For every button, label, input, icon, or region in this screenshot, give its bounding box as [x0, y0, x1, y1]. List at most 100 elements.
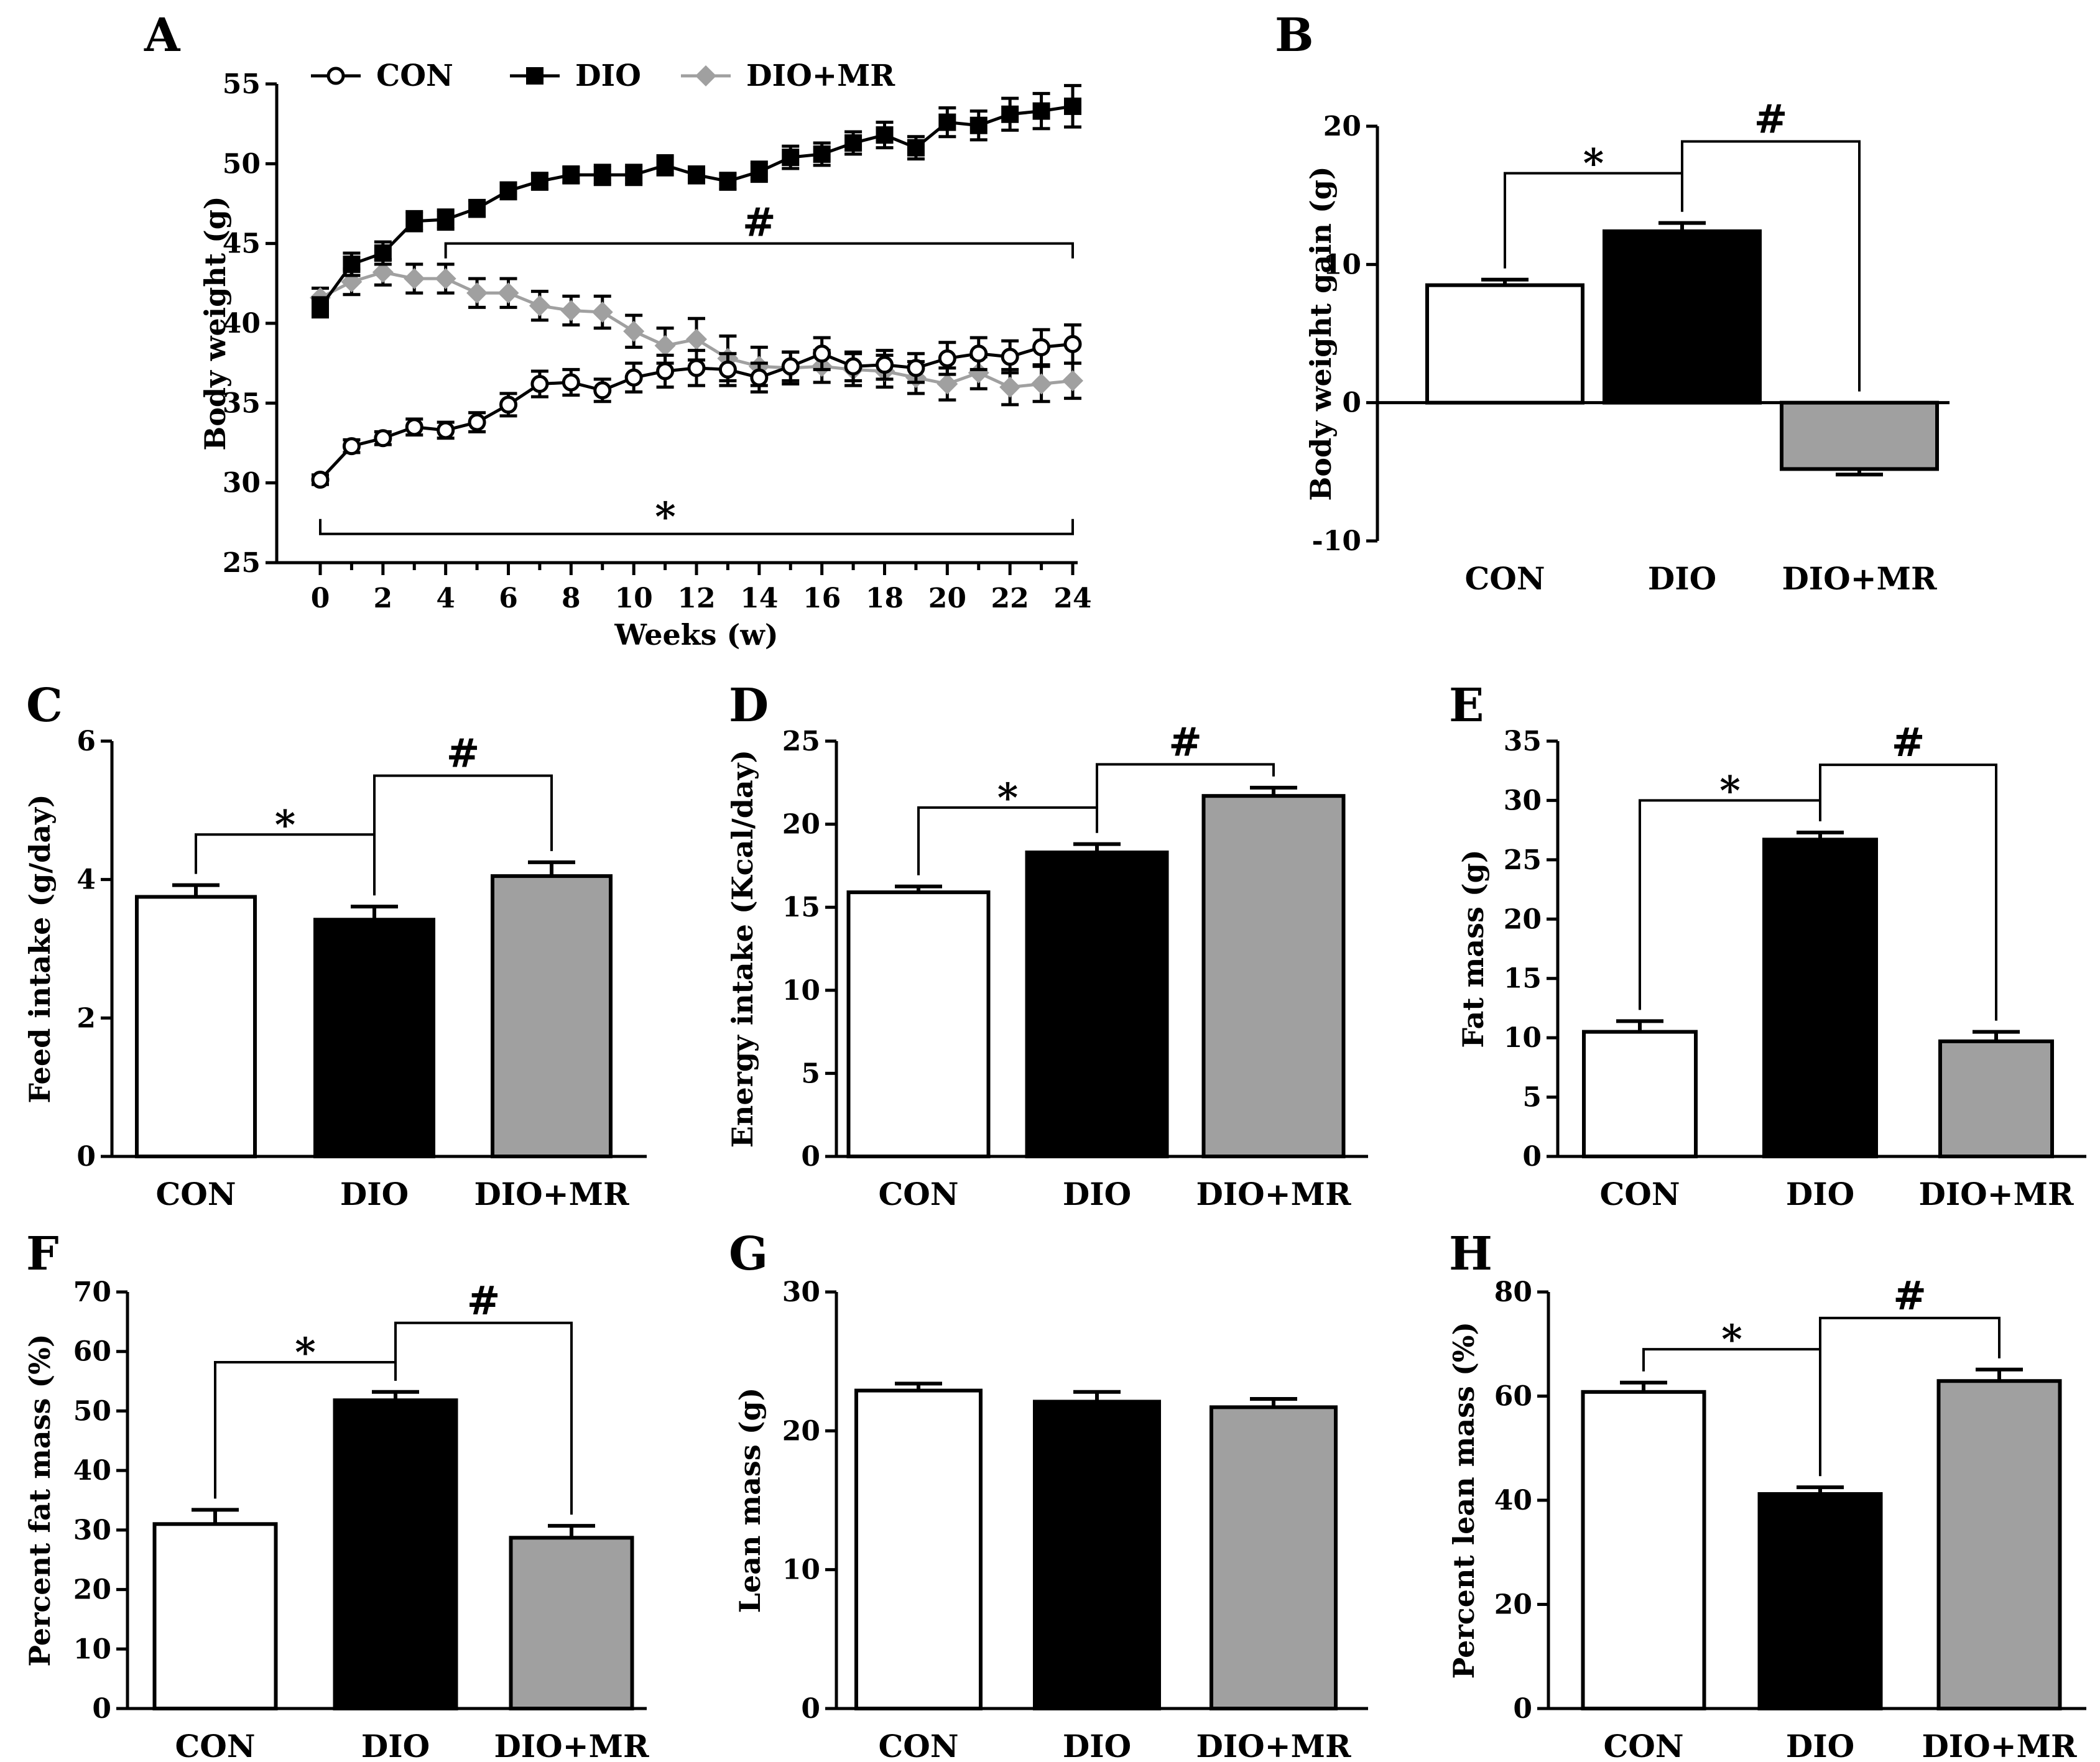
x-tick-label: 0	[311, 583, 330, 614]
data-point	[937, 373, 958, 395]
data-point	[468, 413, 486, 431]
y-tick-label: 50	[223, 148, 261, 180]
bar-dio-mr	[491, 874, 613, 1158]
data-point	[907, 359, 925, 377]
data-point	[750, 368, 769, 387]
data-point	[718, 360, 737, 379]
y-tick-label: 50	[73, 1395, 111, 1427]
y-tick-label: 70	[73, 1276, 111, 1308]
y-tick-label: 40	[223, 308, 261, 339]
data-point	[968, 362, 989, 384]
category-label: CON	[878, 1176, 958, 1212]
significance-bracket	[1681, 140, 1861, 392]
bar-dio	[1757, 1492, 1883, 1710]
x-tick-label: 16	[803, 583, 841, 614]
x-tick-label: 2	[374, 583, 393, 614]
data-point	[813, 344, 831, 363]
legend-label: DIO	[575, 58, 641, 93]
legend-item-dio-mr: DIO+MR	[681, 58, 895, 93]
y-tick-label: 20	[73, 1574, 111, 1606]
y-tick-label: 15	[1504, 963, 1542, 995]
bar-dio	[1603, 229, 1762, 405]
data-point	[530, 172, 548, 190]
significance-bracket	[1819, 1316, 2001, 1477]
data-point	[654, 334, 676, 356]
category-label: CON	[155, 1176, 236, 1212]
category-label: DIO	[1063, 1176, 1131, 1212]
legend-item-dio: DIO	[510, 58, 641, 93]
bar-dio	[1025, 851, 1169, 1159]
data-point	[560, 300, 582, 321]
bar-con	[135, 895, 257, 1158]
bar-con	[1425, 283, 1584, 405]
y-tick-label: 30	[73, 1515, 111, 1546]
category-label: DIO	[340, 1176, 409, 1212]
panel-f: F 0 10 20 30 40 50 60 70 CON DIO DIO+MR * # Percent fa…	[23, 1227, 649, 1762]
bar-dio-mr	[509, 1536, 634, 1711]
x-tick-label: 4	[436, 583, 455, 614]
data-point	[813, 145, 831, 163]
category-label: DIO+MR	[494, 1728, 649, 1762]
data-point	[876, 356, 894, 374]
bar-dio-mr	[1210, 1405, 1338, 1711]
x-tick-label: 12	[677, 583, 715, 614]
panel-label: D	[729, 679, 769, 732]
x-tick-label: 14	[740, 583, 778, 614]
data-point	[529, 295, 550, 316]
data-point	[342, 437, 361, 456]
y-axis-label: Percent fat mass (%)	[23, 1334, 57, 1666]
category-label: DIO	[1786, 1728, 1854, 1762]
data-point	[844, 134, 863, 152]
data-point	[686, 328, 707, 350]
category-label: DIO	[1786, 1176, 1854, 1212]
data-point	[437, 421, 455, 440]
data-point	[969, 344, 988, 363]
data-point	[562, 166, 580, 184]
y-tick-label: 20	[1494, 1589, 1532, 1621]
category-label: DIO+MR	[1918, 1176, 2074, 1212]
legend-label: DIO+MR	[746, 58, 895, 93]
series-dio	[312, 84, 1081, 319]
significance-mark: *	[655, 494, 675, 540]
y-tick-label: 2	[76, 1002, 96, 1034]
data-point	[374, 244, 392, 262]
panel-d: D 0 5 10 15 20 25 CON DIO DIO+MR * # Energy intake (…	[726, 679, 1368, 1212]
y-tick-label: 0	[801, 1693, 820, 1725]
y-tick-label: 25	[223, 547, 261, 579]
data-point	[656, 156, 674, 174]
bar-dio	[333, 1398, 458, 1710]
panel-b: B -10 0 10 20 CON DIO DIO+MR * # Body weight gain …	[1275, 9, 1950, 597]
y-tick-label: 25	[1504, 844, 1542, 876]
significance-mark: #	[1754, 96, 1788, 142]
y-tick-label: 10	[1323, 249, 1361, 280]
significance-mark: *	[997, 775, 1018, 821]
y-tick-label: 35	[1504, 726, 1542, 757]
data-point	[530, 375, 549, 394]
y-tick-label: 45	[223, 228, 261, 260]
x-tick-label: 10	[615, 583, 653, 614]
bar-con	[846, 890, 991, 1158]
legend-marker	[526, 67, 544, 85]
data-point	[562, 373, 580, 392]
panel-g: G 0 10 20 30 CON DIO DIO+MR Lean mass (g)	[729, 1227, 1368, 1762]
significance-mark: #	[1893, 1273, 1927, 1319]
bar-dio	[1033, 1400, 1161, 1711]
data-point	[750, 163, 768, 181]
bar-dio-mr	[1936, 1379, 2062, 1710]
data-point	[625, 166, 643, 184]
data-point	[688, 166, 705, 184]
significance-bracket	[319, 519, 1074, 535]
y-tick-label: 30	[1504, 785, 1542, 816]
category-label: CON	[1599, 1176, 1680, 1212]
y-tick-label: 5	[1522, 1082, 1542, 1114]
legend-label: CON	[376, 58, 453, 93]
data-point	[999, 376, 1021, 398]
y-axis-label: Energy intake (Kcal/day)	[726, 750, 759, 1148]
panel-e: E 0 5 10 15 20 25 30 35 CON DIO DIO+MR * # Fat mass (g…	[1449, 679, 2086, 1212]
significance-mark: #	[1892, 719, 1925, 766]
data-point	[1032, 338, 1051, 356]
significance-bracket	[1819, 763, 1997, 1021]
panel-label: H	[1449, 1227, 1492, 1281]
data-point	[1001, 105, 1019, 123]
